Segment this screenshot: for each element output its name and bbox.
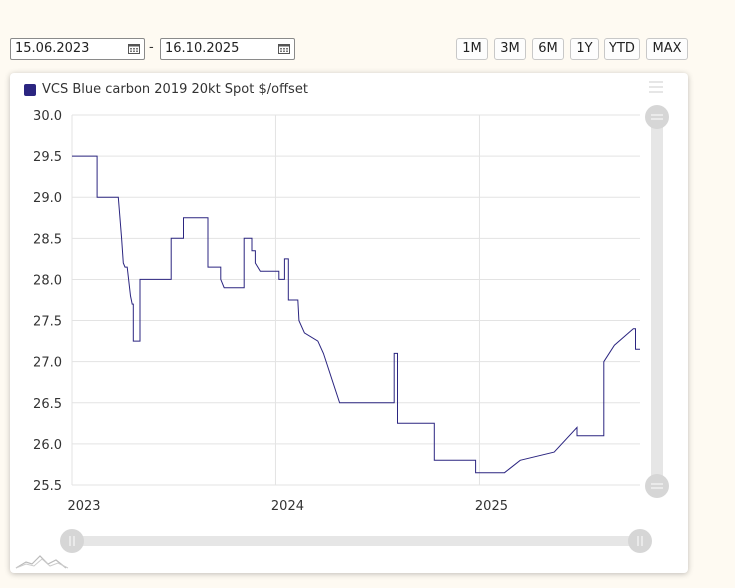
calendar-icon[interactable] [128, 43, 140, 54]
chart-logo-icon [15, 555, 69, 569]
y-tick-label: 28.5 [33, 232, 62, 247]
range-button-1y[interactable]: 1Y [570, 38, 599, 60]
x-tick-label: 2025 [475, 499, 508, 514]
y-tick-label: 29.0 [33, 191, 62, 206]
range-button-ytd[interactable]: YTD [604, 38, 640, 60]
series-line [72, 155, 640, 474]
y-tick-label: 25.5 [33, 479, 62, 494]
vertical-navigator-handle-knob[interactable] [645, 474, 669, 498]
vertical-navigator-handle[interactable] [645, 105, 669, 129]
date-to-value: 16.10.2025 [165, 41, 240, 56]
y-axis: 25.5 26.0 26.5 27.0 27.5 28.0 28.5 29.0 29.5 30.0 [33, 109, 62, 494]
y-tick-label: 27.5 [33, 315, 62, 330]
x-tick-label: 2024 [271, 499, 304, 514]
series-layer [72, 155, 640, 474]
range-button-3m[interactable]: 3M [494, 38, 526, 60]
vertical-navigator-handle-knob[interactable] [645, 105, 669, 129]
y-tick-label: 28.0 [33, 273, 62, 288]
y-tick-label: 26.0 [33, 438, 62, 453]
fullscreen-icon[interactable] [648, 80, 664, 94]
chart-legend[interactable]: VCS Blue carbon 2019 20kt Spot $/offset [24, 82, 308, 97]
date-to-input[interactable]: 16.10.2025 [160, 38, 295, 60]
date-separator: - [149, 40, 154, 55]
vertical-navigator-track[interactable] [651, 118, 663, 484]
x-axis: 2023 2024 2025 [67, 499, 508, 514]
navigator[interactable] [60, 529, 652, 553]
y-tick-label: 26.5 [33, 397, 62, 412]
legend-label: VCS Blue carbon 2019 20kt Spot $/offset [42, 82, 308, 97]
date-from-input[interactable]: 15.06.2023 [10, 38, 145, 60]
range-button-6m[interactable]: 6M [532, 38, 564, 60]
legend-swatch [24, 83, 36, 96]
vertical-navigator-handle[interactable] [645, 474, 669, 498]
y-tick-label: 30.0 [33, 109, 62, 124]
navigator-track[interactable] [72, 536, 642, 546]
calendar-icon[interactable] [278, 43, 290, 54]
range-button-1m[interactable]: 1M [456, 38, 488, 60]
grid [71, 114, 640, 486]
navigator-handle-knob[interactable] [60, 529, 84, 553]
navigator-handle[interactable] [628, 529, 652, 553]
vertical-navigator[interactable] [645, 105, 669, 498]
y-tick-label: 27.0 [33, 356, 62, 371]
navigator-handle-knob[interactable] [628, 529, 652, 553]
y-tick-label: 29.5 [33, 150, 62, 165]
x-tick-label: 2023 [67, 499, 100, 514]
range-button-max[interactable]: MAX [646, 38, 688, 60]
navigator-handle[interactable] [60, 529, 84, 553]
date-from-value: 15.06.2023 [15, 41, 90, 56]
